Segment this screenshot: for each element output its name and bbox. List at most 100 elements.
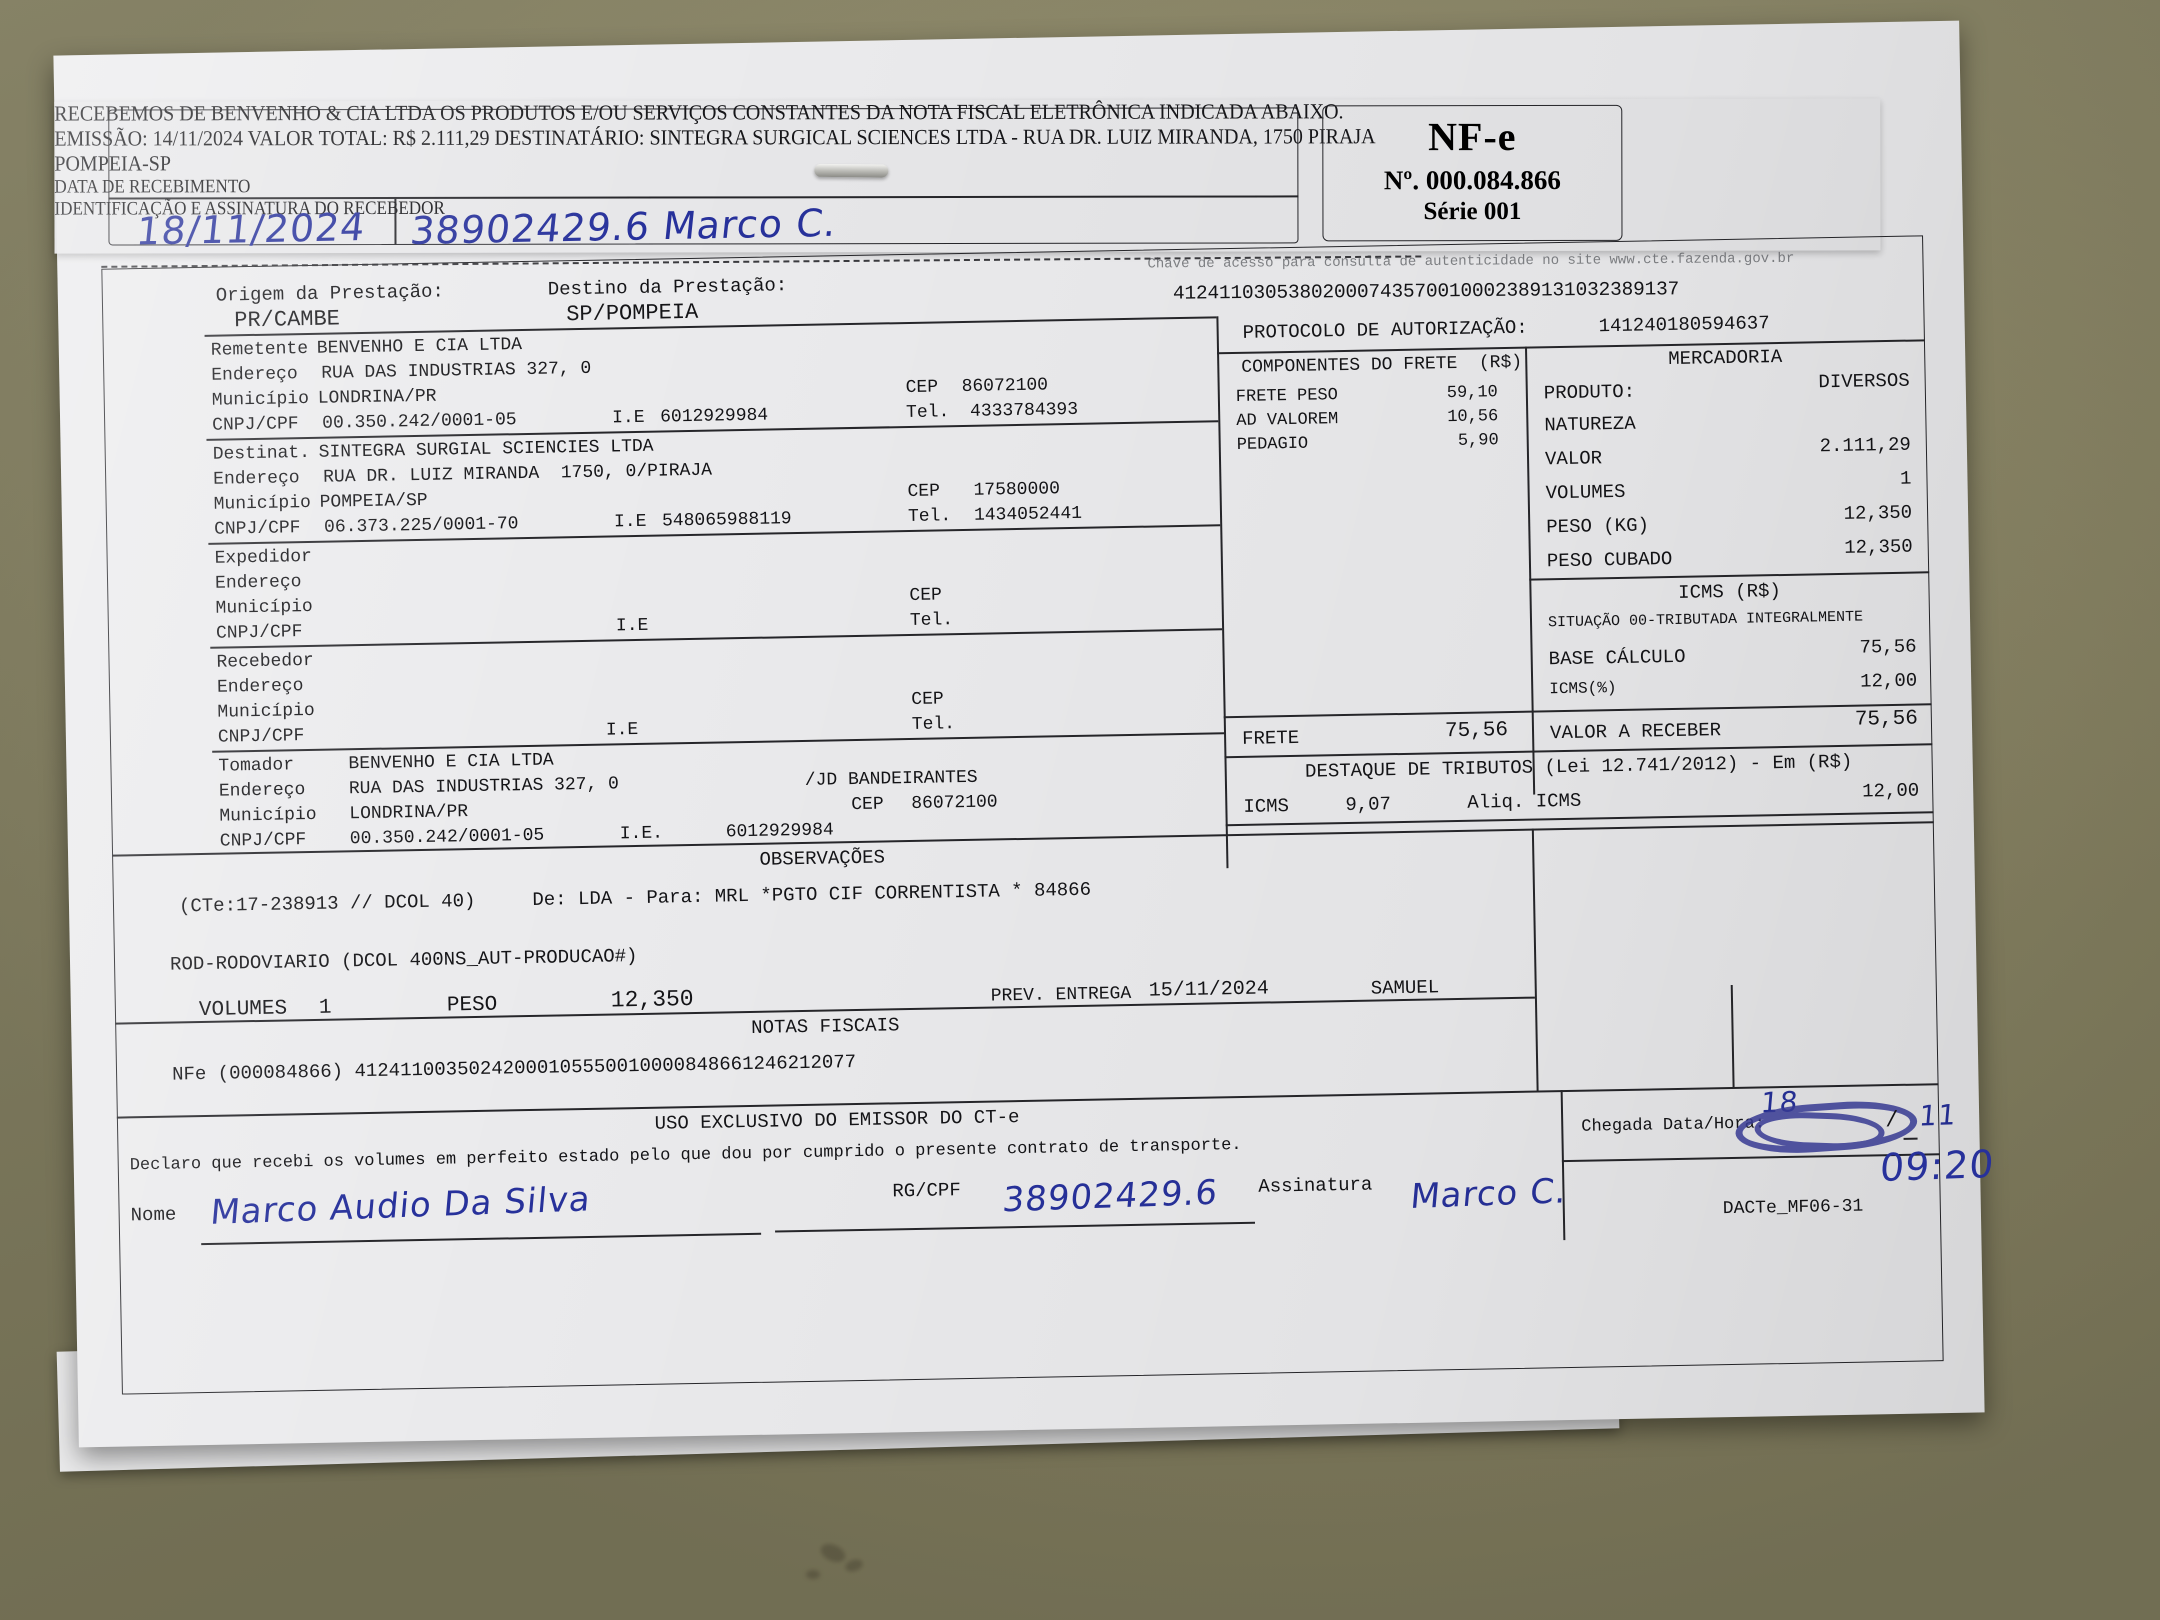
desk-smudge	[806, 1570, 820, 1579]
footer-nome-label: Nome	[130, 1203, 177, 1227]
footer-rgcpf-handwritten: 38902429.6	[1000, 1172, 1220, 1221]
remetente-cnpj: 00.350.242/0001-05	[322, 410, 517, 434]
ad-valorem-value: 10,56	[1447, 407, 1499, 428]
remetente-ie: 6012929984	[659, 405, 769, 428]
expedidor-cep-label: CEP	[909, 585, 943, 606]
mercadoria-produto-value: DIVERSOS	[1818, 369, 1910, 394]
remetente-municipio: LONDRINA/PR	[317, 386, 437, 409]
ad-valorem-label: AD VALOREM	[1236, 410, 1339, 431]
footer-assinatura-label: Assinatura	[1258, 1173, 1373, 1198]
desk-smudge	[843, 1557, 865, 1574]
destinatario-municipio-label: Município	[213, 492, 312, 515]
dacte-form-code: DACTe_MF06-31	[1722, 1196, 1864, 1220]
icms-pct-label: ICMS(%)	[1549, 679, 1617, 699]
tomador-cnpj: 00.350.242/0001-05	[349, 825, 545, 850]
tomador-endereco-label: Endereço	[218, 780, 306, 802]
destino-label: Destino da Prestação:	[547, 274, 788, 301]
recebedor-municipio-label: Município	[217, 700, 315, 723]
mercadoria-volumes-value: 1	[1899, 467, 1912, 490]
chegada-separator-slash: /	[1885, 1107, 1899, 1134]
tomador-cep: 86072100	[911, 792, 998, 814]
tomador-role-label: Tomador	[218, 755, 295, 777]
destinatario-ie: 548065988119	[661, 509, 792, 532]
origem-value: PR/CAMBE	[234, 306, 341, 334]
mercadoria-volumes-label: VOLUMES	[1545, 480, 1626, 505]
tomador-bairro: /JD BANDEIRANTES	[804, 767, 978, 791]
destinatario-municipio: POMPEIA/SP	[319, 490, 428, 513]
tributos-icms-value: 9,07	[1345, 793, 1392, 817]
destinatario-cnpj: 06.373.225/0001-70	[323, 514, 519, 538]
tomador-cnpj-label: CNPJ/CPF	[219, 830, 307, 852]
mercadoria-natureza-label: NATUREZA	[1544, 412, 1636, 437]
destinatario-role-label: Destinat.	[212, 442, 311, 465]
expedidor-role-label: Expedidor	[214, 546, 313, 569]
chegada-hora-handwritten: 09:20	[1878, 1141, 1996, 1191]
expedidor-municipio-label: Município	[215, 596, 313, 619]
expedidor-ie-label: I.E	[615, 615, 649, 637]
remetente-cep: 86072100	[961, 375, 1049, 397]
recebedor-handwritten-signature: 38902429.6 Marco C.	[408, 200, 840, 253]
nfe-series: Série 001	[1423, 198, 1522, 226]
remetente-cep-label: CEP	[905, 377, 939, 399]
remetente-tel: 4333784393	[969, 399, 1079, 422]
destinatario-cep: 17580000	[973, 479, 1061, 501]
desk-smudge	[817, 1540, 849, 1566]
protocolo-value: 141240180594637	[1598, 312, 1770, 338]
recebedor-role-label: Recebedor	[216, 650, 314, 673]
nfe-number: Nº. 000.084.866	[1383, 164, 1561, 196]
dacte-document: RECEBEMOS DE BENVENHO & CIA LTDA OS PROD…	[53, 20, 1985, 1448]
expedidor-endereco-label: Endereço	[214, 572, 302, 594]
remetente-endereco-label: Endereço	[211, 364, 298, 386]
mercadoria-peso-cubado-label: PESO CUBADO	[1546, 548, 1673, 573]
receipt-stub: RECEBEMOS DE BENVENHO & CIA LTDA OS PROD…	[54, 98, 1881, 254]
mercadoria-peso-label: PESO (KG)	[1546, 514, 1650, 539]
destinatario-cep-label: CEP	[907, 481, 941, 503]
mercadoria-peso-value: 12,350	[1843, 501, 1913, 525]
pedagio-label: PEDAGIO	[1236, 434, 1309, 455]
observacoes-peso-label: PESO	[446, 993, 498, 1018]
mercadoria-valor-label: VALOR	[1544, 447, 1603, 471]
chegada-slash	[1903, 1137, 1918, 1140]
tomador-ie: 6012929984	[725, 820, 834, 843]
chegada-mes-handwritten: 11	[1917, 1098, 1959, 1133]
destinatario-cnpj-label: CNPJ/CPF	[213, 518, 301, 540]
frete-total-label: FRETE	[1241, 726, 1300, 750]
expedidor-cnpj-label: CNPJ/CPF	[215, 622, 303, 644]
frete-peso-value: 59,10	[1446, 383, 1498, 404]
destinatario-endereco-label: Endereço	[213, 468, 300, 490]
recebedor-cnpj-label: CNPJ/CPF	[217, 726, 305, 748]
remetente-name: BENVENHO E CIA LTDA	[316, 335, 523, 359]
tributos-icms-label: ICMS	[1243, 795, 1290, 818]
remetente-tel-label: Tel.	[905, 402, 950, 424]
prev-entrega-label: PREV. ENTREGA	[990, 983, 1132, 1007]
origem-label: Origem da Prestação:	[215, 280, 445, 307]
mercadoria-produto-label: PRODUTO:	[1543, 380, 1636, 405]
frete-peso-label: FRETE PESO	[1235, 386, 1339, 407]
icms-base-label: BASE CÁLCULO	[1548, 645, 1686, 671]
destinatario-ie-label: I.E	[613, 511, 647, 533]
destino-value: SP/POMPEIA	[566, 299, 699, 328]
icms-pct-value: 12,00	[1859, 669, 1918, 693]
frete-total-value: 75,56	[1444, 719, 1509, 744]
data-recebimento-handwritten-value: 18/11/2024	[134, 204, 368, 254]
tributos-aliq-value: 12,00	[1861, 779, 1920, 803]
footer-rgcpf-label: RG/CPF	[892, 1179, 961, 1203]
remetente-role-label: Remetente	[210, 338, 309, 361]
expedidor-tel-label: Tel.	[909, 610, 954, 631]
prev-entrega-value: 15/11/2024	[1148, 977, 1269, 1003]
observacoes-operador: SAMUEL	[1370, 976, 1440, 1000]
mercadoria-peso-cubado-value: 12,350	[1844, 535, 1913, 559]
tomador-municipio: LONDRINA/PR	[349, 802, 469, 825]
tomador-name: BENVENHO E CIA LTDA	[348, 750, 554, 775]
tomador-cep-label: CEP	[851, 794, 884, 816]
mercadoria-valor-value: 2.111,29	[1819, 433, 1912, 458]
recebedor-ie-label: I.E	[605, 719, 639, 741]
destinatario-tel-label: Tel.	[907, 506, 952, 527]
recebedor-tel-label: Tel.	[911, 714, 956, 735]
valor-receber-label: VALOR A RECEBER	[1549, 719, 1722, 745]
pedagio-value: 5,90	[1457, 431, 1499, 451]
remetente-municipio-label: Município	[211, 388, 310, 411]
tributos-aliq-label: Aliq. ICMS	[1467, 789, 1582, 814]
valor-receber-value: 75,56	[1854, 707, 1919, 732]
recebedor-cep-label: CEP	[911, 689, 944, 710]
